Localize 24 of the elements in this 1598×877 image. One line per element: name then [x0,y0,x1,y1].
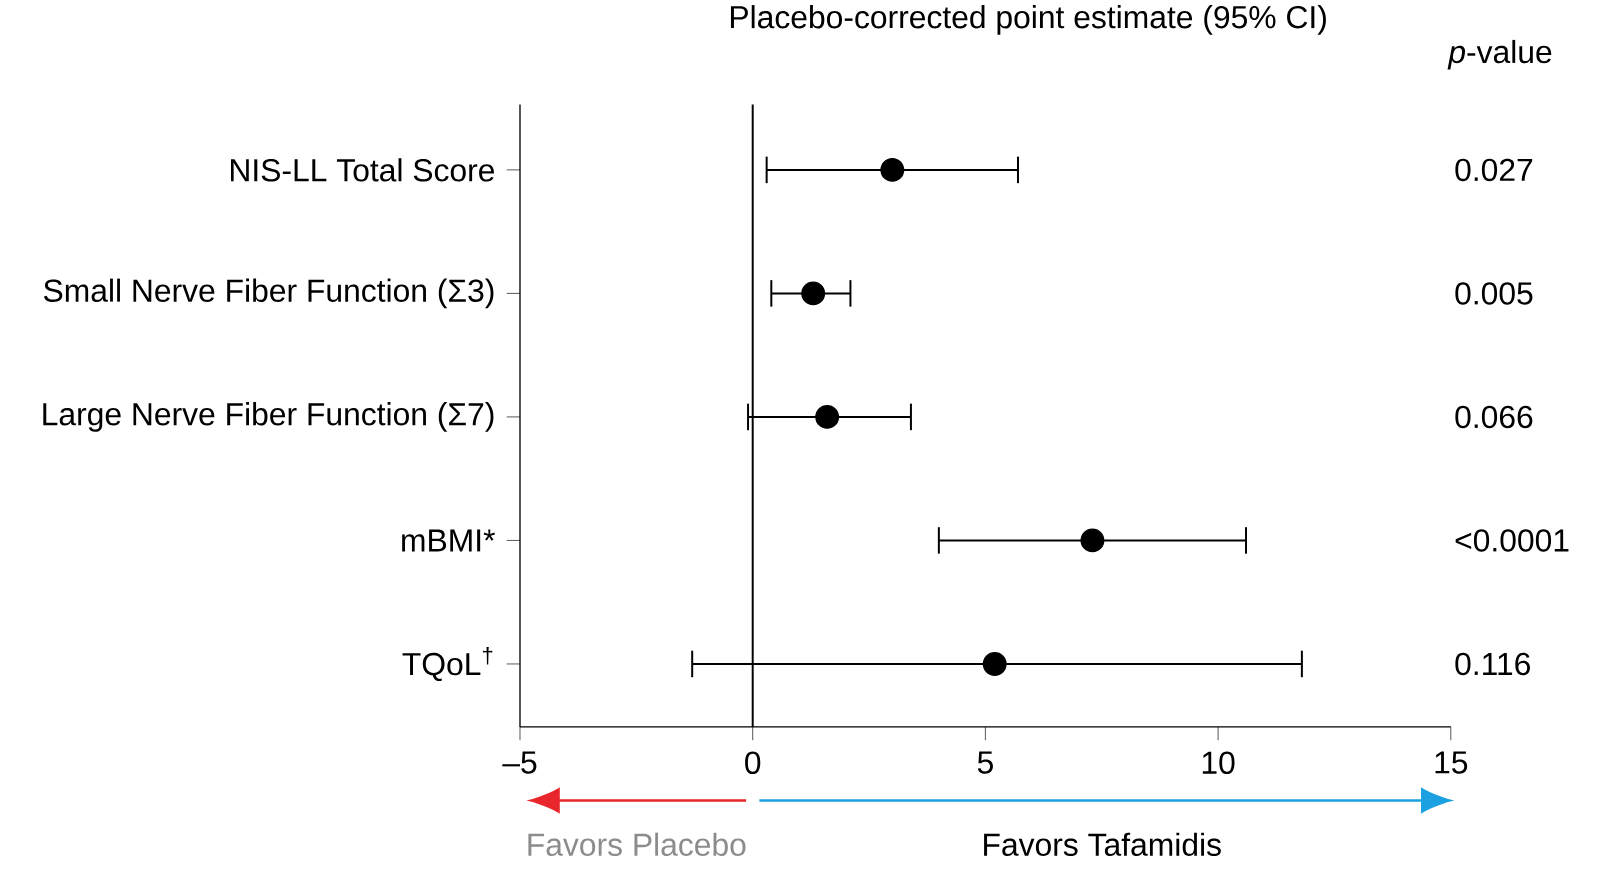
x-tick-label: 5 [977,751,993,774]
point [982,651,1007,676]
text: 0.116 [1455,652,1530,676]
x-tick-label: 10 [1202,751,1235,774]
y-tick-label: mBMI* [402,529,495,552]
x-tick-label: 15 [1435,751,1468,774]
text: <0.0001 [1455,529,1569,552]
point [801,281,826,306]
x-tick-label: –5 [502,751,537,774]
x-tick-label: 0 [745,751,761,774]
text: 0.027 [1455,158,1533,182]
point [880,157,905,182]
text: Favors Tafamidis [984,832,1221,856]
chart-title: Placebo-corrected point estimate (95% CI) [730,5,1326,35]
point [815,404,840,429]
y-tick-label: Large Nerve Fiber Function (Σ7) [43,402,494,432]
y-tick-label: TQoL$^{†}$ [402,646,493,682]
text: p-value [1447,39,1552,70]
text: Favors Placebo [528,832,746,856]
text: 0.005 [1455,282,1533,305]
y-tick-label: NIS-LL Total Score [230,158,494,182]
y-tick-label: Small Nerve Fiber Function (Σ3) [43,278,494,309]
text: 0.066 [1455,405,1533,429]
point [1080,528,1105,553]
